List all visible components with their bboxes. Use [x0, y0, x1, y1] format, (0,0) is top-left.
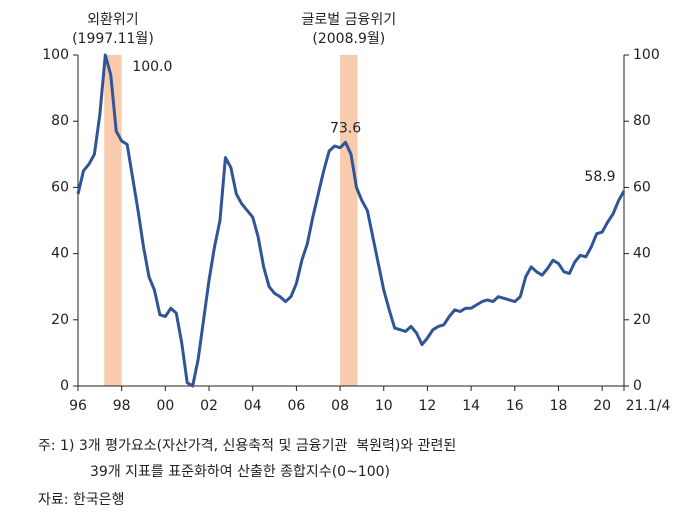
y2-tick-label: 40 [633, 246, 651, 262]
y-tick-label: 20 [51, 312, 69, 328]
x-tick-label: 18 [550, 398, 568, 414]
y-tick-label: 100 [42, 47, 69, 63]
series-line [76, 53, 626, 388]
x-tick-label: 20 [593, 398, 611, 414]
source: 자료: 한국은행 [38, 492, 124, 508]
shaded-period [104, 55, 122, 386]
x-tick-label: 96 [69, 398, 87, 414]
x-tick-label: 10 [375, 398, 393, 414]
y-tick-label: 0 [60, 378, 69, 394]
x-tick-label: 04 [244, 398, 262, 414]
note: 39개 지표를 표준화하여 산출한 종합지수(0~100) [90, 464, 390, 480]
x-tick-label: 21.1/4 [626, 398, 671, 414]
data-label: 58.9 [584, 169, 615, 185]
x-tick-label: 02 [200, 398, 218, 414]
note: 주: 1) 3개 평가요소(자산가격, 신용축적 및 금융기관 복원력)와 관련… [38, 438, 456, 454]
y2-tick-label: 0 [633, 378, 642, 394]
period-label: 글로벌 금융위기 [302, 12, 397, 28]
y2-tick-label: 60 [633, 179, 651, 195]
data-label: 73.6 [330, 120, 361, 136]
period-sublabel: (2008.9월) [312, 31, 385, 47]
x-tick-label: 98 [113, 398, 131, 414]
x-tick-label: 08 [331, 398, 349, 414]
y-tick-label: 60 [51, 179, 69, 195]
y2-tick-label: 80 [633, 113, 651, 129]
x-tick-label: 14 [462, 398, 480, 414]
data-label: 100.0 [132, 59, 172, 75]
x-tick-label: 12 [419, 398, 437, 414]
x-tick-label: 06 [287, 398, 305, 414]
y2-tick-label: 20 [633, 312, 651, 328]
y2-tick-label: 100 [633, 47, 660, 63]
y-tick-label: 40 [51, 246, 69, 262]
x-tick-label: 16 [506, 398, 524, 414]
x-tick-label: 00 [156, 398, 174, 414]
shaded-period [340, 55, 358, 386]
period-label: 외환위기 [87, 12, 139, 28]
y-tick-label: 80 [51, 113, 69, 129]
period-sublabel: (1997.11월) [72, 31, 154, 47]
